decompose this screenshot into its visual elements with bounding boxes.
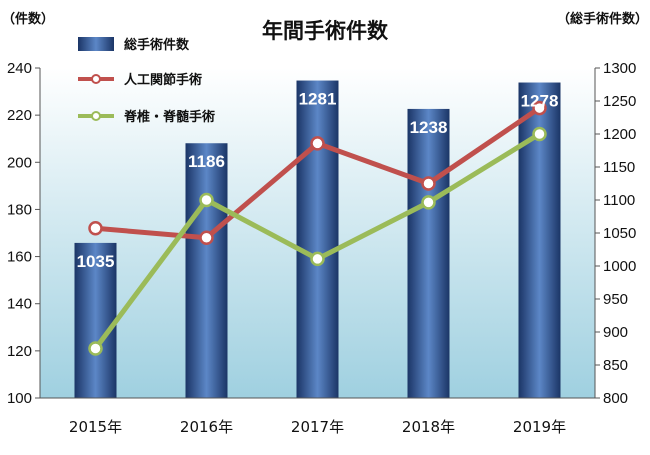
bar-labels-layer: 1035 1186 1281 1238 1278 bbox=[77, 90, 559, 271]
x-tick-label-0: 2015年 bbox=[69, 418, 122, 436]
x-tick-label-2: 2017年 bbox=[291, 418, 344, 436]
left-tick-label-5: 200 bbox=[7, 154, 32, 171]
left-tick-label-0: 100 bbox=[7, 390, 32, 407]
right-tick-label-5: 1050 bbox=[603, 225, 636, 242]
x-tick-label-3: 2018年 bbox=[402, 418, 455, 436]
legend-marker-joint bbox=[91, 74, 101, 84]
left-tick-label-6: 220 bbox=[7, 107, 32, 124]
left-tick-label-4: 180 bbox=[7, 201, 32, 218]
right-axis-unit: （総手術件数） bbox=[557, 11, 648, 27]
left-tick-label-7: 240 bbox=[7, 60, 32, 77]
point-spine-3 bbox=[421, 195, 436, 210]
point-joint-2 bbox=[310, 136, 325, 151]
bar-3 bbox=[407, 108, 450, 399]
point-joint-4 bbox=[532, 100, 547, 116]
left-tick-label-1: 120 bbox=[7, 343, 32, 360]
x-tick-label-4: 2019年 bbox=[513, 418, 566, 436]
right-tick-label-0: 800 bbox=[603, 390, 628, 407]
bars-layer bbox=[74, 80, 561, 399]
bar-value-label-4: 1278 bbox=[521, 92, 559, 111]
legend: 総手術件数 人工関節手術 脊椎・脊髄手術 bbox=[78, 37, 215, 125]
bar-2 bbox=[296, 80, 339, 398]
bar-0 bbox=[74, 242, 117, 398]
left-tick-label-3: 160 bbox=[7, 249, 32, 266]
point-joint-3 bbox=[421, 176, 436, 191]
legend-bar-swatch bbox=[78, 37, 114, 51]
point-spine-2 bbox=[310, 251, 325, 267]
left-tick-label-2: 140 bbox=[7, 296, 32, 313]
legend-label-total: 総手術件数 bbox=[124, 37, 190, 53]
bar-value-label-2: 1281 bbox=[299, 90, 337, 109]
x-tick-label-1: 2016年 bbox=[180, 418, 233, 436]
right-tick-label-1: 850 bbox=[603, 357, 628, 374]
point-spine-1 bbox=[199, 192, 214, 208]
right-tick-label-9: 1250 bbox=[603, 93, 636, 110]
lines-layer bbox=[88, 100, 547, 356]
right-tick-label-2: 900 bbox=[603, 324, 628, 341]
bar-1 bbox=[185, 143, 228, 398]
point-joint-1 bbox=[199, 230, 214, 245]
right-tick-label-7: 1150 bbox=[603, 159, 635, 176]
bar-value-label-0: 1035 bbox=[77, 252, 115, 271]
chart-title: 年間手術件数 bbox=[262, 19, 389, 43]
right-tick-label-3: 950 bbox=[603, 291, 628, 308]
bar-value-label-3: 1238 bbox=[410, 118, 448, 137]
point-spine-0 bbox=[88, 341, 103, 356]
point-joint-0 bbox=[88, 221, 103, 236]
right-tick-label-6: 1100 bbox=[603, 192, 635, 209]
point-spine-4 bbox=[532, 126, 547, 142]
axes-layer: 100 120 140 160 180 200 220 240 800 850 900 950 1000… bbox=[7, 60, 636, 436]
legend-label-spine: 脊椎・脊髄手術 bbox=[123, 109, 215, 125]
bar-value-label-1: 1186 bbox=[188, 152, 225, 171]
right-tick-label-10: 1300 bbox=[603, 60, 636, 77]
right-tick-label-4: 1000 bbox=[603, 258, 636, 275]
legend-marker-spine bbox=[91, 111, 101, 121]
legend-label-joint: 人工関節手術 bbox=[124, 72, 202, 88]
right-tick-label-8: 1200 bbox=[603, 126, 636, 143]
left-axis-unit: （件数） bbox=[2, 11, 54, 27]
